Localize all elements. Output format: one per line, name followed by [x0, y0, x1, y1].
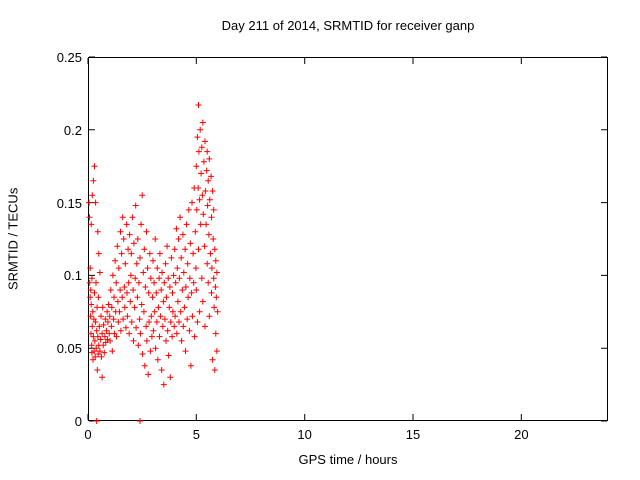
axis-ticks — [87, 56, 607, 422]
y-tick-label: 0.2 — [63, 122, 82, 138]
x-axis-label: GPS time / hours — [298, 452, 398, 467]
chart-title: Day 211 of 2014, SRMTID for receiver gan… — [221, 18, 475, 33]
x-tick-label: 5 — [192, 427, 200, 442]
y-tick-label: 0.15 — [56, 195, 82, 211]
y-tick-label: 0.05 — [56, 341, 82, 357]
y-tick-label: 0.25 — [56, 50, 82, 65]
x-tick-label: 10 — [297, 427, 312, 442]
y-axis-label: SRMTID / TECUs — [5, 187, 21, 291]
y-tick-label: 0 — [74, 414, 82, 429]
x-tick-label: 0 — [84, 427, 92, 442]
plot-border — [88, 57, 608, 421]
y-tick-label: 0.1 — [63, 268, 82, 284]
scatter-plot-area — [86, 56, 608, 424]
x-tick-label: 15 — [405, 427, 421, 442]
plot-canvas — [86, 56, 608, 424]
x-tick-label: 20 — [514, 427, 529, 442]
scatter-points-srmtid — [86, 102, 221, 424]
